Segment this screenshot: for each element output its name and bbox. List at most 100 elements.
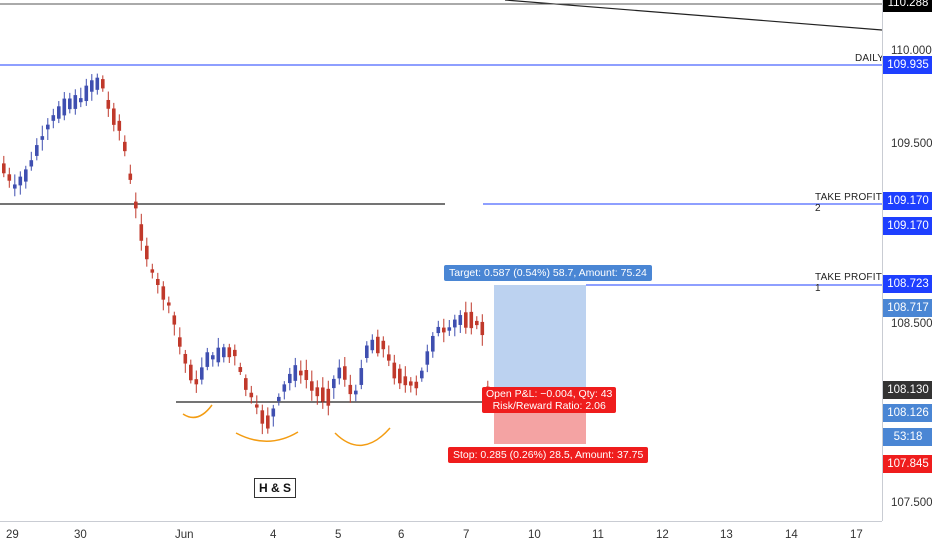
time-tick: 5 xyxy=(335,529,342,541)
candle-body xyxy=(321,387,325,402)
candle-body xyxy=(244,378,248,390)
crosshair-price-tag: 108.130 xyxy=(883,381,932,399)
target-zone[interactable] xyxy=(494,285,586,402)
tp1-price-tag: 108.723 xyxy=(883,275,932,293)
candle-body xyxy=(332,378,336,389)
candle-body xyxy=(13,184,17,189)
candle-body xyxy=(112,108,116,125)
risk-reward-text: Risk/Reward Ratio: 2.06 xyxy=(492,400,606,412)
candle-body xyxy=(365,345,369,358)
time-tick: 12 xyxy=(656,529,669,541)
candle-body xyxy=(387,354,391,361)
candle-body xyxy=(18,176,23,186)
candle-body xyxy=(403,376,408,386)
candle-body xyxy=(409,381,413,386)
candle-body xyxy=(376,336,380,354)
candle-body xyxy=(299,370,303,376)
target-label[interactable]: Target: 0.587 (0.54%) 58.7, Amount: 75.2… xyxy=(444,265,652,281)
candle-body xyxy=(464,312,468,328)
time-tick: 30 xyxy=(74,529,87,541)
tp2-price-tag-2: 109.170 xyxy=(883,217,932,235)
candle-body xyxy=(266,415,270,429)
candle-body xyxy=(139,224,144,241)
candle-body xyxy=(134,201,138,209)
candle-body xyxy=(205,352,210,367)
candle-body xyxy=(348,384,353,395)
candle-body xyxy=(57,106,61,119)
price-tick: 109.500 xyxy=(891,138,932,150)
time-tick: 13 xyxy=(720,529,733,541)
time-tick: 17 xyxy=(850,529,863,541)
candle-body xyxy=(370,339,375,351)
candle-body xyxy=(84,85,89,102)
candle-body xyxy=(255,404,259,408)
candle-body xyxy=(425,351,430,365)
candle-body xyxy=(7,174,12,181)
candle-body xyxy=(271,408,276,417)
chart-area[interactable]: DAILY TAKE PROFIT 2 TAKE PROFIT 1 Target… xyxy=(0,0,882,521)
time-tick: 29 xyxy=(6,529,19,541)
candle-body xyxy=(145,245,149,260)
candle-body xyxy=(458,315,463,325)
candle-body xyxy=(211,355,215,360)
hs-pattern-label[interactable]: H & S xyxy=(254,478,297,498)
take-profit-2-label: TAKE PROFIT 2 xyxy=(815,192,882,214)
candle-body xyxy=(62,98,67,116)
candle-body xyxy=(354,390,358,395)
candle-body xyxy=(238,367,243,372)
chart-canvas[interactable] xyxy=(0,0,882,521)
stop-label[interactable]: Stop: 0.285 (0.26%) 28.5, Amount: 37.75 xyxy=(448,447,649,463)
candle-body xyxy=(167,302,171,306)
candle-body xyxy=(40,136,45,140)
candle-body xyxy=(453,319,457,328)
candle-body xyxy=(469,311,474,329)
target-price-tag: 108.717 xyxy=(883,299,932,317)
candle-body xyxy=(29,160,34,167)
time-tick: 11 xyxy=(592,529,604,541)
price-axis[interactable]: 110.000 109.500 108.500 107.500 110.288 … xyxy=(882,0,932,521)
candle-body xyxy=(90,80,94,92)
candle-body xyxy=(2,163,6,174)
right-shoulder-curve xyxy=(334,427,391,447)
time-tick: Jun xyxy=(175,529,194,541)
candle-body xyxy=(420,370,424,379)
entry-price-tag: 108.126 xyxy=(883,404,932,422)
candle-body xyxy=(194,379,199,385)
candle-body xyxy=(282,384,287,392)
candle-body xyxy=(24,169,28,182)
candle-body xyxy=(183,353,188,364)
candle-body xyxy=(216,347,221,363)
candle-body xyxy=(431,335,435,352)
daily-price-tag: 109.935 xyxy=(883,56,932,74)
candle-body xyxy=(436,326,441,334)
price-tick: 107.500 xyxy=(891,497,932,509)
candle-body xyxy=(315,387,320,397)
time-axis[interactable]: 29 30 Jun 4 5 6 7 10 11 12 13 14 17 xyxy=(0,521,882,551)
candle-body xyxy=(35,145,39,156)
top-price-tag: 110.288 xyxy=(883,0,932,12)
candle-body xyxy=(73,95,78,109)
candle-body xyxy=(337,367,342,379)
trendline[interactable] xyxy=(504,0,882,31)
open-pnl-box[interactable]: Open P&L: −0.004, Qty: 43 Risk/Reward Ra… xyxy=(482,387,617,413)
candle-body xyxy=(79,98,83,103)
candle-body xyxy=(46,124,50,130)
candle-body xyxy=(95,77,100,90)
left-shoulder-curve xyxy=(182,404,213,419)
candle-body xyxy=(222,347,226,358)
candle-body xyxy=(106,99,111,109)
candle-body xyxy=(117,120,122,131)
candle-body xyxy=(123,141,127,152)
candle-body xyxy=(233,349,237,357)
candles xyxy=(2,73,490,435)
candle-body xyxy=(227,347,232,358)
candle-body xyxy=(156,278,160,286)
candle-body xyxy=(249,392,254,398)
stop-price-tag: 107.845 xyxy=(883,455,932,473)
time-tick: 10 xyxy=(528,529,541,541)
candle-body xyxy=(68,98,72,110)
candle-body xyxy=(480,321,485,336)
countdown-tag: 53:18 xyxy=(883,428,932,446)
candle-body xyxy=(161,286,166,300)
price-tick: 110.000 xyxy=(891,45,932,57)
